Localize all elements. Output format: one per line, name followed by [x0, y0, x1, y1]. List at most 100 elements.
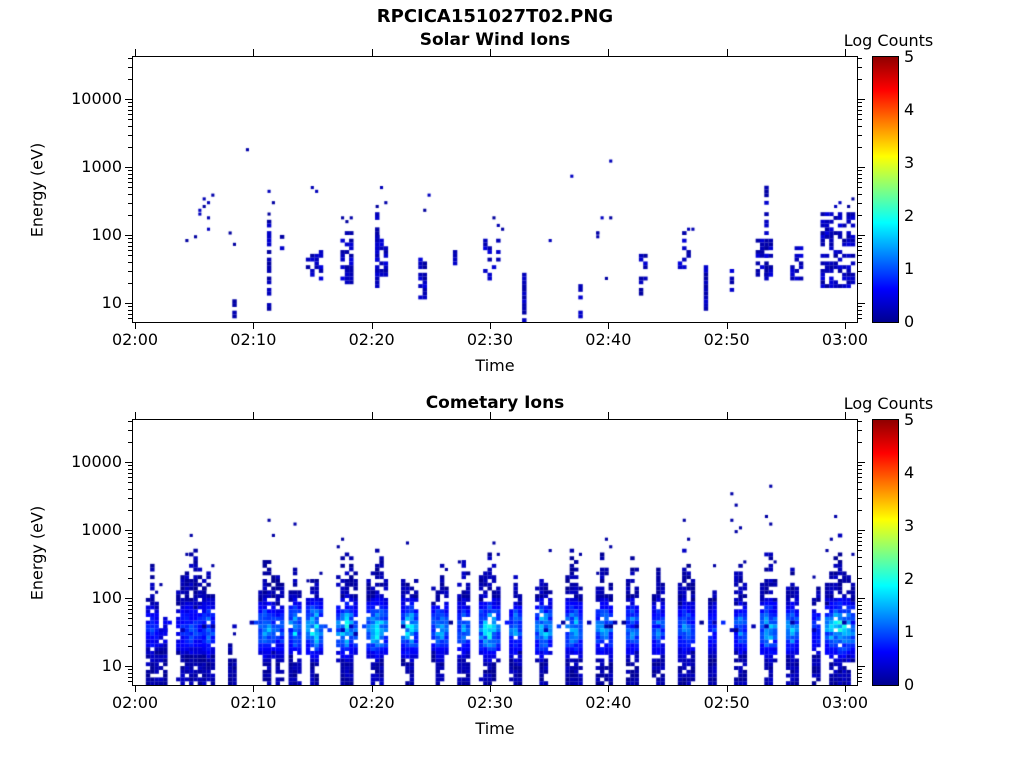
y-axis-tick — [128, 174, 132, 175]
y-axis-tick — [128, 246, 132, 247]
y-axis-tick — [128, 421, 132, 422]
x-axis-tick-top — [844, 412, 846, 419]
x-axis-tick-top — [608, 412, 610, 419]
panel-title-solar-wind: Solar Wind Ions — [419, 30, 571, 50]
y-axis-tick — [128, 473, 132, 474]
y-axis-tick — [128, 605, 132, 606]
y-axis-tick — [128, 537, 132, 538]
x-tick-label: 02:10 — [230, 330, 277, 349]
y-axis-tick-right — [858, 174, 862, 175]
y-axis-tick — [128, 465, 132, 466]
y-axis-tick — [128, 194, 132, 195]
y-axis-label-solar-wind: Energy (eV) — [27, 142, 47, 238]
x-axis-tick — [489, 686, 491, 692]
spectrogram-canvas-cometary — [133, 420, 857, 685]
x-axis-tick — [371, 323, 373, 329]
y-axis-tick — [128, 550, 132, 551]
y-axis-tick-right — [858, 598, 865, 599]
y-axis-tick-right — [858, 557, 862, 558]
y-axis-tick-right — [858, 634, 862, 635]
y-axis-tick-right — [858, 550, 862, 551]
y-axis-tick — [128, 182, 132, 183]
y-axis-tick-right — [858, 489, 862, 490]
y-axis-tick — [128, 646, 132, 647]
y-axis-tick-right — [858, 482, 862, 483]
y-axis-tick — [128, 102, 132, 103]
y-axis-tick-right — [858, 566, 862, 567]
y-axis-tick — [128, 557, 132, 558]
y-axis-tick-right — [858, 477, 862, 478]
y-axis-tick — [128, 318, 132, 319]
y-axis-tick — [128, 283, 132, 284]
y-axis-tick — [128, 489, 132, 490]
y-axis-tick — [128, 58, 132, 59]
y-axis-tick-right — [858, 646, 862, 647]
colorbar-label-solar-wind: Log Counts — [843, 31, 934, 50]
colorbar-tick-label: 1 — [904, 259, 915, 278]
y-axis-tick — [128, 541, 132, 542]
x-axis-label-cometary: Time — [475, 719, 515, 738]
y-axis-tick — [128, 545, 132, 546]
figure-title: RPCICA151027T02.PNG — [376, 6, 614, 27]
x-axis-tick-top — [371, 49, 373, 56]
colorbar-label-cometary: Log Counts — [843, 394, 934, 413]
y-axis-tick — [128, 203, 132, 204]
y-axis-tick — [128, 310, 132, 311]
y-axis-tick-right — [858, 102, 862, 103]
y-axis-tick — [128, 250, 132, 251]
y-axis-tick — [128, 114, 132, 115]
y-axis-tick-right — [858, 669, 862, 670]
y-axis-tick — [128, 187, 132, 188]
x-axis-tick-top — [489, 412, 491, 419]
y-axis-tick — [125, 598, 132, 599]
x-tick-label: 03:00 — [821, 693, 869, 712]
y-axis-tick — [125, 99, 132, 100]
y-axis-tick-right — [858, 625, 862, 626]
y-axis-tick — [128, 314, 132, 315]
x-axis-tick-top — [726, 412, 728, 419]
y-axis-tick — [125, 303, 132, 304]
y-axis-tick — [128, 110, 132, 111]
colorbar-tick-label: 2 — [904, 206, 915, 225]
x-tick-label: 02:40 — [585, 693, 632, 712]
y-axis-tick — [128, 119, 132, 120]
y-axis-tick-right — [858, 430, 862, 431]
y-axis-tick-right — [858, 609, 862, 610]
y-axis-tick-right — [858, 306, 862, 307]
y-axis-tick — [128, 498, 132, 499]
y-axis-tick — [128, 79, 132, 80]
x-tick-label: 02:20 — [348, 330, 395, 349]
y-axis-tick-right — [858, 469, 862, 470]
y-axis-tick-right — [858, 203, 862, 204]
x-tick-label: 02:20 — [348, 693, 395, 712]
panel-title-cometary: Cometary Ions — [425, 393, 565, 413]
y-axis-tick-right — [858, 283, 862, 284]
y-axis-tick-right — [858, 310, 862, 311]
y-axis-tick — [128, 566, 132, 567]
y-tick-label: 10000 — [71, 452, 122, 471]
y-axis-tick-right — [858, 215, 862, 216]
y-axis-tick — [128, 430, 132, 431]
y-tick-label: 100 — [91, 225, 122, 244]
y-axis-tick — [125, 167, 132, 168]
plot-area-cometary — [132, 419, 858, 686]
y-axis-tick — [128, 135, 132, 136]
colorbar-tick-label: 1 — [904, 622, 915, 641]
y-axis-tick — [128, 255, 132, 256]
x-axis-tick — [135, 323, 136, 329]
y-tick-label: 1000 — [81, 520, 122, 539]
y-axis-tick-right — [858, 613, 862, 614]
y-axis-tick-right — [858, 510, 862, 511]
colorbar-tick-label: 4 — [904, 463, 915, 482]
y-axis-tick — [128, 170, 132, 171]
y-axis-tick — [125, 462, 132, 463]
y-axis-tick — [128, 242, 132, 243]
y-axis-tick-right — [858, 303, 865, 304]
x-axis-tick — [253, 686, 255, 692]
colorbar-tick-label: 5 — [904, 47, 915, 66]
y-axis-tick — [128, 147, 132, 148]
x-axis-tick-top — [726, 49, 728, 56]
x-axis-tick — [608, 686, 610, 692]
x-tick-label: 02:00 — [111, 693, 159, 712]
